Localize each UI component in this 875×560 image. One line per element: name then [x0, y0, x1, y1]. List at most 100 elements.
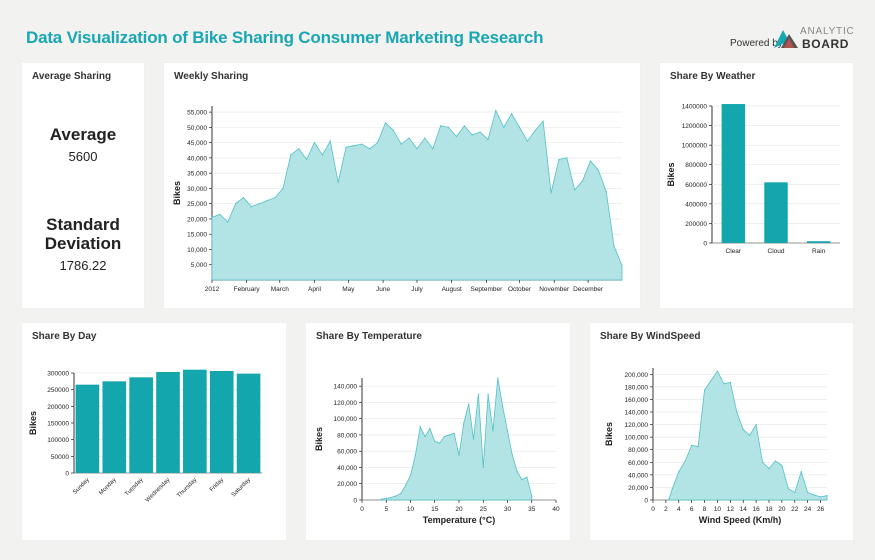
data-point [516, 470, 518, 473]
y-tick-label: 250000 [47, 387, 69, 394]
average-label: Average [49, 125, 117, 144]
y-tick-label: 180,000 [625, 384, 649, 391]
data-point [306, 158, 308, 161]
data-point [736, 411, 738, 413]
y-tick-label: 50000 [51, 454, 69, 461]
weather-chart: 0 200000 400000 600000 800000 1000000 1200000 1… [666, 104, 840, 255]
data-point [597, 169, 599, 171]
y-tick-label: 20,000 [187, 216, 207, 223]
average-sharing-panel: Average Sharing Average 5600 Standard De… [22, 63, 144, 308]
data-point [506, 430, 509, 432]
x-tick-label: Thursday [176, 477, 198, 499]
x-axis-label: Wind Speed (Km/h) [699, 515, 781, 525]
data-point [774, 460, 777, 462]
x-tick-label: Clear [726, 248, 742, 255]
weather-panel: Share By Weather 0 200000 400000 600000 8000… [660, 63, 853, 308]
x-tick-label: 22 [791, 506, 799, 513]
x-tick-label: 25 [480, 506, 488, 513]
y-tick-label: 150000 [47, 421, 69, 428]
x-tick-label: 12 [727, 506, 735, 513]
data-point [219, 213, 221, 215]
x-tick-label: Monday [98, 477, 117, 496]
data-point [691, 444, 693, 446]
bar [236, 373, 261, 473]
x-tick-label: Cloud [768, 248, 785, 255]
data-point [723, 383, 725, 385]
data-point [384, 122, 387, 124]
x-tick-label: August [442, 286, 462, 293]
y-tick-label: 0 [703, 241, 707, 248]
data-point [361, 143, 363, 145]
panel-title: Share By Day [32, 331, 97, 342]
data-point [749, 434, 751, 436]
bar [156, 372, 180, 473]
data-point [781, 464, 783, 467]
data-point [376, 142, 379, 144]
y-tick-label: 30,000 [187, 186, 207, 193]
panel-title: Share By WindSpeed [600, 331, 701, 342]
y-tick-label: 140,000 [625, 410, 649, 417]
area-series [211, 109, 623, 281]
std-label-line1: Standard [46, 215, 120, 234]
x-tick-label: 35 [528, 506, 536, 513]
y-tick-label: 100,000 [625, 435, 649, 442]
windspeed-chart: 0 20,000 40,000 60,000 80,000 100,000 120,000 1… [604, 368, 828, 525]
data-point [487, 393, 489, 395]
y-axis-label: Bikes [314, 427, 324, 451]
y-tick-label: 600000 [685, 182, 707, 189]
data-point [503, 126, 505, 128]
y-tick-label: 1400000 [682, 104, 708, 111]
data-point [761, 461, 764, 463]
y-tick-label: 140,000 [334, 384, 358, 391]
data-point [678, 471, 680, 473]
x-tick-label: 20 [455, 506, 463, 513]
data-point [794, 491, 796, 494]
x-tick-label: 24 [804, 506, 812, 513]
y-tick-label: 40,000 [628, 472, 648, 479]
data-point [392, 129, 394, 132]
y-tick-label: 60,000 [628, 460, 648, 467]
data-point [409, 475, 412, 477]
data-point [729, 381, 731, 384]
y-axis-label: Bikes [604, 422, 614, 446]
bar [129, 377, 153, 473]
data-point [502, 405, 504, 408]
y-tick-label: 100,000 [334, 416, 358, 423]
data-point [684, 460, 686, 462]
x-tick-label: 26 [817, 506, 825, 513]
x-tick-label: 6 [690, 506, 694, 513]
y-tick-label: 20,000 [337, 481, 357, 488]
y-tick-label: 120,000 [625, 422, 649, 429]
y-tick-label: 160,000 [625, 397, 649, 404]
data-point [613, 245, 615, 248]
data-point [440, 125, 442, 127]
data-point [497, 377, 499, 379]
bar [209, 371, 234, 473]
data-point [345, 146, 347, 148]
y-tick-label: 55,000 [187, 110, 207, 117]
y-tick-label: 5,000 [191, 262, 208, 269]
data-point [419, 426, 421, 428]
data-point [471, 134, 473, 136]
data-point [550, 192, 552, 194]
data-point [434, 440, 436, 443]
data-point [439, 442, 441, 444]
data-point [266, 200, 268, 202]
logo-text-bottom: BOARD [802, 37, 849, 51]
area-series [381, 377, 533, 501]
y-tick-label: 800000 [685, 162, 707, 169]
y-tick-label: 35,000 [187, 171, 207, 178]
data-point [482, 466, 484, 469]
data-point [447, 126, 450, 128]
data-point [710, 379, 712, 382]
x-tick-label: 10 [407, 506, 415, 513]
x-tick-label: 4 [677, 506, 681, 513]
data-point [511, 454, 513, 456]
data-point [477, 393, 479, 395]
data-point [703, 389, 706, 391]
panel-title: Average Sharing [32, 71, 112, 82]
y-tick-label: 25,000 [187, 201, 207, 208]
x-tick-label: May [342, 286, 355, 293]
x-tick-label: 20 [778, 506, 786, 513]
x-tick-label: 16 [752, 506, 760, 513]
